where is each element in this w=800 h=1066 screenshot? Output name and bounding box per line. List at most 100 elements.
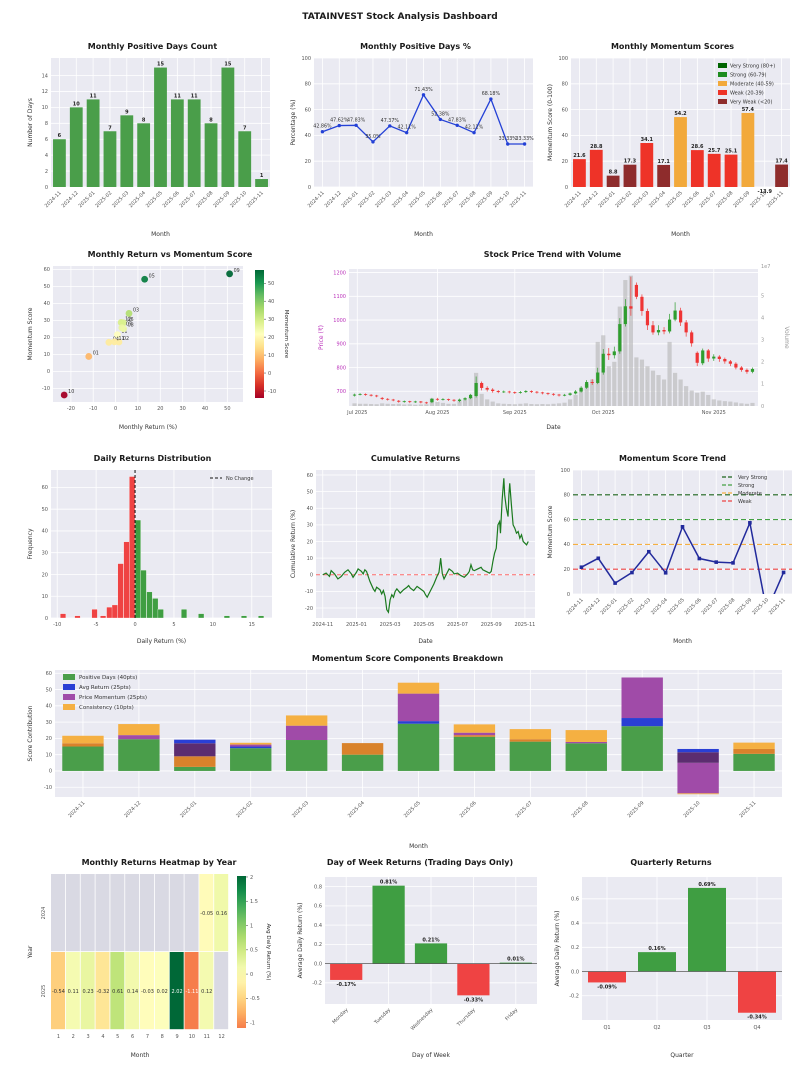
svg-text:80: 80 [564,493,570,499]
svg-text:2025-05: 2025-05 [413,622,434,628]
returns-heatmap-canvas: -0.05 0.16-0.54 0.11 0.23 -0.32 0.61 0.14 -0.03… [27,874,271,1059]
momentum-trend-canvas: 0 20 40 60 80 100 2024-112024-122025-012025-02… [547,468,792,645]
svg-text:4: 4 [761,315,764,321]
svg-text:2025-08: 2025-08 [458,190,477,209]
svg-text:0: 0 [308,185,311,191]
svg-text:12: 12 [125,316,131,322]
svg-text:20: 20 [562,159,568,165]
positive-days-count-canvas: 024681012142024-112024-122025-012025-022… [27,58,270,238]
svg-text:34.1: 34.1 [641,137,654,143]
chart-daily-returns-distribution: Daily Returns Distribution 0 10 20 30 40 50 60… [25,452,280,647]
svg-text:2025-10: 2025-10 [683,800,702,819]
svg-text:0.02: 0.02 [157,989,168,995]
svg-text:07: 07 [126,322,132,328]
svg-text:30: 30 [179,406,185,412]
svg-text:35.0%: 35.0% [365,134,381,140]
svg-text:1000: 1000 [333,318,346,324]
svg-text:700: 700 [336,389,346,395]
svg-text:-10: -10 [305,589,313,595]
svg-text:0.0: 0.0 [314,961,322,967]
svg-text:47.83%: 47.83% [347,117,366,123]
svg-text:6: 6 [58,133,62,139]
svg-text:60: 60 [44,267,50,273]
svg-text:1: 1 [761,382,764,388]
svg-text:Date: Date [418,638,433,645]
svg-text:0.6: 0.6 [314,904,322,910]
svg-text:-1.11: -1.11 [185,989,198,995]
svg-text:2025-07: 2025-07 [699,190,718,209]
svg-text:60: 60 [564,517,570,523]
svg-text:3: 3 [761,338,764,344]
svg-text:54.2: 54.2 [674,111,687,117]
svg-text:20: 20 [46,736,52,742]
svg-text:Q4: Q4 [753,1025,760,1031]
chart-price-trend: Stock Price Trend with Volume 700 800 900 1… [315,248,790,433]
svg-text:10: 10 [268,353,274,359]
svg-text:2025-07: 2025-07 [515,800,534,819]
svg-text:2025-09: 2025-09 [732,190,751,209]
svg-text:47.37%: 47.37% [381,118,400,124]
svg-text:40: 40 [268,299,274,305]
svg-text:10: 10 [189,1034,195,1040]
svg-text:52.38%: 52.38% [431,111,450,117]
svg-text:2025-10: 2025-10 [229,190,248,209]
svg-text:0.01%: 0.01% [507,957,524,963]
chart-title: Daily Returns Distribution [93,454,212,463]
svg-text:1200: 1200 [333,270,346,276]
svg-text:10: 10 [307,556,313,562]
svg-text:10: 10 [46,752,52,758]
svg-text:2025-08: 2025-08 [717,597,736,616]
svg-text:5: 5 [761,293,764,299]
svg-text:60: 60 [305,107,311,113]
svg-text:0.6: 0.6 [571,897,579,903]
svg-text:Weak: Weak [738,499,752,505]
svg-text:2025-05: 2025-05 [665,190,684,209]
svg-text:42.11%: 42.11% [398,125,417,131]
svg-text:Q3: Q3 [703,1025,710,1031]
svg-text:50: 50 [268,281,274,287]
svg-text:0.4: 0.4 [571,921,579,927]
chart-title: Quarterly Returns [630,858,712,867]
svg-text:2025-05: 2025-05 [408,190,427,209]
svg-text:Quarter: Quarter [670,1052,694,1059]
svg-text:Avg Daily Return (%): Avg Daily Return (%) [265,923,271,980]
svg-text:2025-03: 2025-03 [111,190,130,209]
svg-text:2: 2 [761,360,764,366]
svg-text:No Change: No Change [226,476,254,482]
svg-text:2024-11: 2024-11 [566,597,585,616]
svg-text:33.33%: 33.33% [499,136,518,142]
svg-text:-0.5: -0.5 [250,996,260,1002]
svg-text:7: 7 [243,125,247,131]
svg-text:Very Strong: Very Strong [738,475,767,481]
svg-text:Friday: Friday [504,1007,519,1022]
chart-title: Monthly Positive Days % [360,42,471,51]
svg-text:4: 4 [101,1034,104,1040]
svg-text:Thursday: Thursday [455,1007,476,1028]
svg-text:-10: -10 [42,386,50,392]
chart-title: Monthly Return vs Momentum Score [87,250,253,259]
svg-text:2025-03: 2025-03 [374,190,393,209]
chart-day-of-week-returns: Day of Week Returns (Trading Days Only) … [295,856,545,1061]
svg-text:0: 0 [268,371,271,377]
svg-text:17.1: 17.1 [657,159,670,165]
svg-text:0.2: 0.2 [314,942,322,948]
svg-text:40: 40 [564,542,570,548]
svg-text:-0.32: -0.32 [96,989,109,995]
svg-text:0.23: 0.23 [83,989,94,995]
svg-text:2025: 2025 [41,985,47,998]
svg-text:2025-08: 2025-08 [195,190,214,209]
svg-text:2025-07: 2025-07 [442,190,461,209]
svg-text:Oct 2025: Oct 2025 [592,410,615,416]
svg-text:50: 50 [42,507,48,513]
svg-text:8.8: 8.8 [609,170,618,176]
svg-text:40: 40 [42,529,48,535]
svg-text:Momentum Score: Momentum Score [283,310,289,359]
svg-text:0: 0 [47,369,50,375]
svg-text:2025-02: 2025-02 [614,190,633,209]
svg-text:2025-02: 2025-02 [616,597,635,616]
svg-text:0.12: 0.12 [201,989,212,995]
svg-text:-5: -5 [94,622,99,628]
svg-text:60: 60 [562,107,568,113]
svg-text:Date: Date [546,424,561,431]
svg-text:-10: -10 [53,622,61,628]
